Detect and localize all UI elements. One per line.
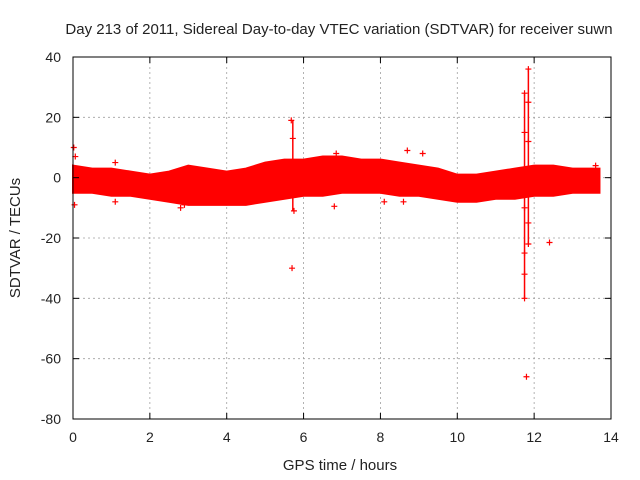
x-tick-label: 6 <box>300 429 308 445</box>
data-point <box>525 138 532 145</box>
axis-ticks: 0 2 4 6 8 10 12 14 -80 -60 -40 -20 0 20 40 <box>41 49 619 445</box>
y-tick-label: 20 <box>45 109 61 125</box>
data-point <box>177 204 184 211</box>
x-tick-label: 4 <box>223 429 231 445</box>
y-tick-label: -60 <box>41 351 61 367</box>
data-point <box>521 250 528 257</box>
data-point <box>525 99 532 106</box>
chart-title: Day 213 of 2011, Sidereal Day-to-day VTE… <box>65 21 612 38</box>
data-band <box>72 155 601 206</box>
data-point <box>523 373 530 380</box>
data-point <box>289 265 296 272</box>
data-point <box>290 207 297 214</box>
data-point <box>521 271 528 278</box>
x-tick-label: 2 <box>146 429 154 445</box>
grid <box>73 57 611 419</box>
data-point <box>400 198 407 205</box>
data-point <box>288 117 295 124</box>
data-point <box>525 219 532 226</box>
data-point <box>521 90 528 97</box>
data-point <box>592 162 599 169</box>
data-point <box>525 66 532 73</box>
data-point <box>112 159 119 166</box>
x-tick-label: 12 <box>526 429 542 445</box>
data-point <box>381 198 388 205</box>
y-tick-label: -40 <box>41 290 61 306</box>
y-tick-label: 40 <box>45 49 61 65</box>
x-tick-label: 14 <box>603 429 619 445</box>
y-tick-label: -80 <box>41 411 61 427</box>
data-point <box>181 201 188 208</box>
x-axis-label: GPS time / hours <box>283 457 397 474</box>
data-point <box>289 135 296 142</box>
data-point <box>525 241 532 248</box>
data-point <box>331 203 338 210</box>
y-tick-label: 0 <box>53 170 61 186</box>
data-point <box>521 295 528 302</box>
data-point <box>521 204 528 211</box>
data-point <box>70 144 77 151</box>
data-layer <box>70 66 601 380</box>
data-point <box>71 201 78 208</box>
x-tick-label: 0 <box>69 429 77 445</box>
data-point <box>404 147 411 154</box>
x-tick-label: 10 <box>449 429 465 445</box>
x-tick-label: 8 <box>377 429 385 445</box>
y-tick-label: -20 <box>41 230 61 246</box>
y-axis-label: SDTVAR / TECUs <box>7 178 24 298</box>
data-point <box>419 150 426 157</box>
data-point <box>546 239 553 246</box>
data-point <box>112 198 119 205</box>
data-point <box>333 150 340 157</box>
data-point <box>521 129 528 136</box>
